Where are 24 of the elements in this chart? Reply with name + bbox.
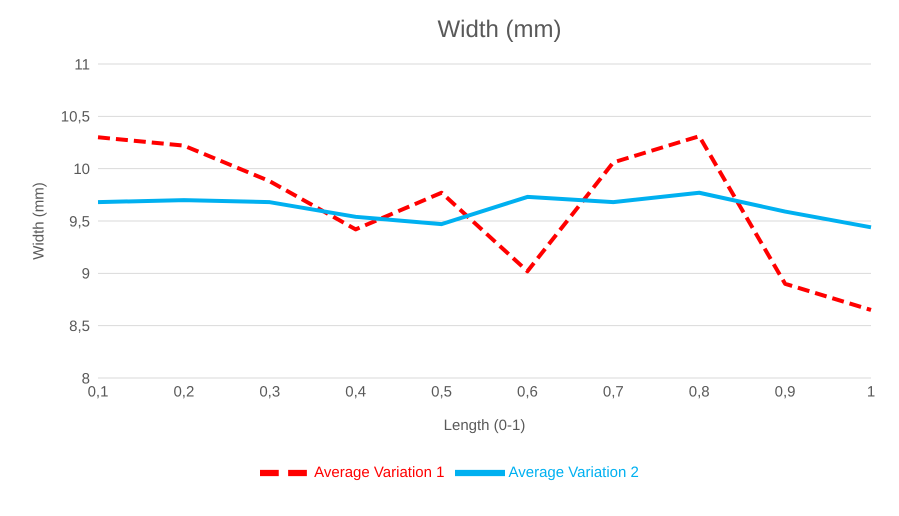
x-tick-label: 0,7 (602, 384, 624, 401)
y-tick-label: 8,5 (69, 318, 90, 335)
chart-title: Width (mm) (436, 16, 562, 44)
x-tick-label: 0,9 (774, 384, 796, 401)
x-tick-label: 0,3 (259, 384, 280, 401)
x-axis-title: Length (0-1) (444, 417, 526, 434)
line-series (96, 190, 873, 230)
x-tick-label: 0,8 (688, 384, 710, 401)
y-tick-label: 10 (73, 160, 90, 178)
y-tick-label: 8 (82, 370, 90, 388)
x-tick-label: 0,5 (431, 384, 452, 401)
y-tick-label: 11 (74, 56, 90, 74)
y-tick-label: 10,5 (60, 108, 90, 126)
y-tick-label: 9 (82, 266, 90, 283)
x-tick-label: 0,1 (88, 384, 108, 401)
x-tick-label: 0,2 (173, 384, 194, 401)
legend-label: Average Variation 1 (314, 464, 444, 481)
legend-label: Average Variation 2 (508, 464, 639, 481)
x-tick-label: 1 (866, 384, 876, 401)
y-axis-title: Width (mm) (30, 182, 48, 260)
y-tick-label: 9,5 (69, 213, 90, 230)
x-tick-label: 0,6 (517, 384, 538, 401)
x-tick-label: 0,4 (345, 384, 366, 401)
line-series (96, 134, 873, 312)
